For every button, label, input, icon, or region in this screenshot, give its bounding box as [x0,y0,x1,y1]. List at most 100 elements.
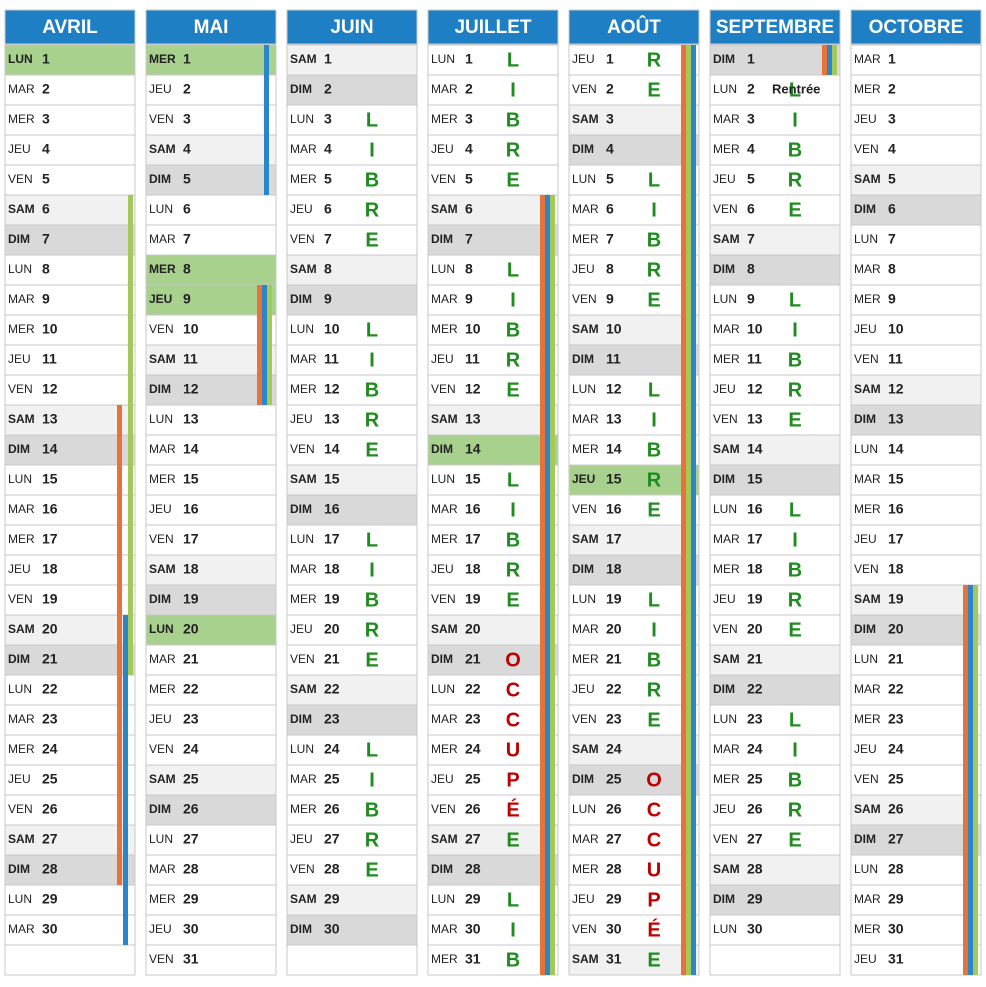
day-number: 1 [183,51,191,67]
weekday: LUN [290,532,314,546]
day-number: 29 [888,891,904,907]
weekday: MAR [431,502,458,516]
day-number: 11 [606,351,621,367]
availability-letter: E [365,229,378,251]
period-bar [257,285,262,405]
month-header [427,9,559,45]
day-cell [427,74,559,106]
availability-letter: R [788,169,803,191]
day-number: 9 [747,291,755,307]
weekday: DIM [572,352,594,366]
weekday: SAM [431,202,458,216]
weekday: SAM [290,472,317,486]
day-number: 30 [183,921,199,937]
weekday: VEN [854,772,879,786]
day-cell [568,914,700,946]
day-cell [709,944,841,976]
day-number: 23 [42,711,58,727]
weekday: DIM [290,292,312,306]
day-cell [427,374,559,406]
day-cell [709,704,841,736]
day-cell [850,224,982,256]
weekday: MER [149,892,176,906]
weekday: MAR [572,202,599,216]
day-number: 17 [465,531,481,547]
weekday: MER [854,82,881,96]
day-number: 30 [606,921,622,937]
weekday: SAM [431,412,458,426]
weekday: LUN [572,382,596,396]
availability-letter: I [651,409,657,431]
day-cell [568,404,700,436]
day-number: 23 [183,711,199,727]
availability-letter: B [788,769,802,791]
weekday: LUN [572,592,596,606]
weekday: LUN [431,52,455,66]
weekday: MER [713,142,740,156]
weekday: MAR [431,712,458,726]
day-cell [568,344,700,376]
weekday: LUN [149,622,174,636]
day-cell [145,44,277,76]
period-bar [963,585,968,975]
period-bar [827,45,832,75]
weekday: VEN [149,112,174,126]
weekday: MAR [431,82,458,96]
weekday: DIM [8,862,30,876]
weekday: VEN [290,442,315,456]
day-number: 30 [465,921,481,937]
weekday: LUN [713,82,737,96]
weekday: MER [290,592,317,606]
day-number: 28 [465,861,481,877]
availability-letter: B [788,559,802,581]
weekday: JEU [854,742,877,756]
day-cell [286,284,418,316]
day-number: 23 [888,711,904,727]
day-number: 29 [747,891,763,907]
weekday: JEU [290,832,313,846]
day-number: 12 [183,381,199,397]
availability-letter: C [647,799,661,821]
day-cell [427,734,559,766]
period-bar [822,45,827,75]
day-cell [286,254,418,286]
weekday: DIM [713,892,735,906]
day-number: 19 [42,591,58,607]
day-cell [568,584,700,616]
day-cell [709,824,841,856]
day-cell [286,404,418,436]
availability-letter: R [647,469,662,491]
day-cell [286,524,418,556]
availability-letter: L [789,709,801,731]
day-number: 1 [888,51,896,67]
day-number: 8 [606,261,614,277]
day-number: 21 [183,651,199,667]
day-number: 2 [465,81,473,97]
weekday: MER [431,112,458,126]
weekday: LUN [713,292,737,306]
weekday: MER [8,112,35,126]
day-cell [286,344,418,376]
day-number: 20 [42,621,58,637]
day-cell [850,854,982,886]
weekday: VEN [8,382,33,396]
availability-letter: E [647,949,660,971]
weekday: SAM [572,112,599,126]
day-cell [145,614,277,646]
weekday: MER [431,532,458,546]
weekday: DIM [290,502,312,516]
weekday: DIM [149,802,171,816]
weekday: VEN [431,802,456,816]
day-cell [145,134,277,166]
weekday: MAR [854,892,881,906]
day-cell [709,434,841,466]
day-cell [286,614,418,646]
day-number: 19 [888,591,904,607]
availability-letter: E [788,199,801,221]
day-cell [850,404,982,436]
weekday: VEN [572,922,597,936]
day-cell [850,194,982,226]
availability-letter: B [647,439,661,461]
day-number: 31 [183,951,199,967]
weekday: JEU [572,892,595,906]
